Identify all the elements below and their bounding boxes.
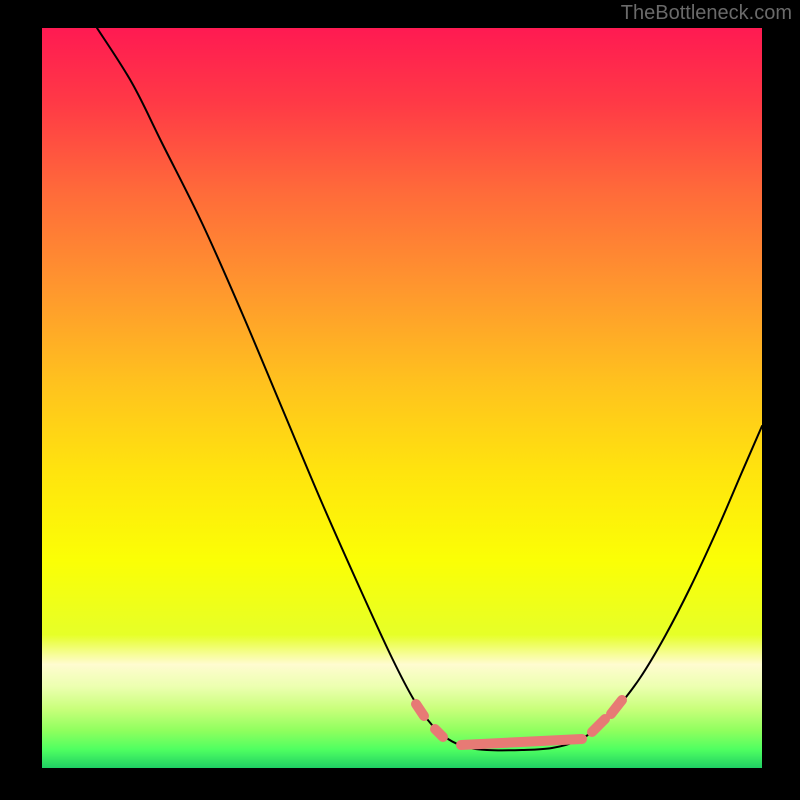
plot-area: [42, 28, 762, 768]
gradient-chart-svg: [42, 28, 762, 768]
chart-container: TheBottleneck.com: [0, 0, 800, 800]
watermark-text: TheBottleneck.com: [621, 2, 792, 25]
